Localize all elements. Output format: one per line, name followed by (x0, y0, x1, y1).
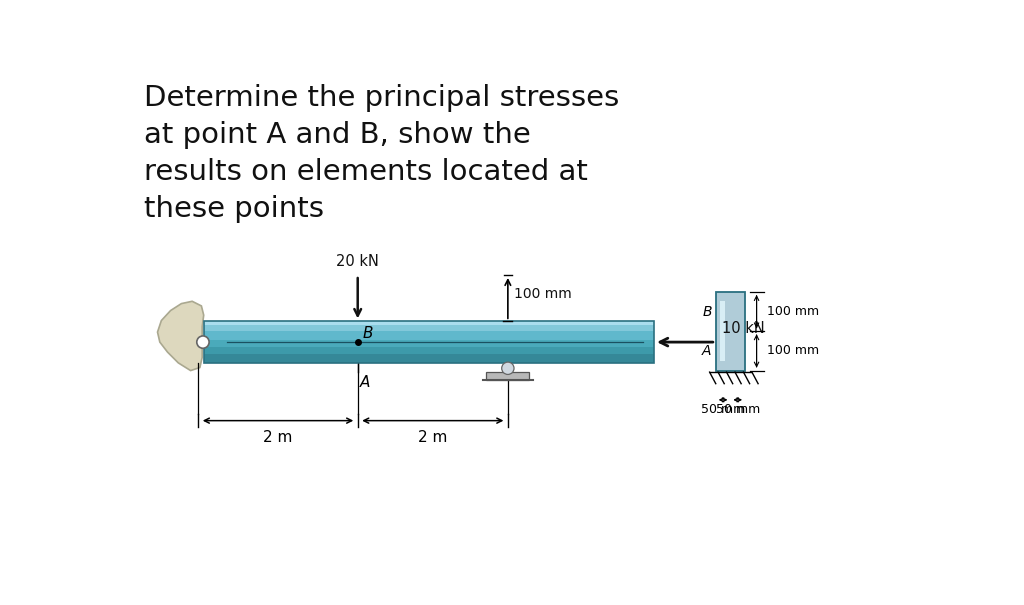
Bar (204, 332, 654, 334)
Bar (204, 347, 654, 348)
Text: $\it{B}$: $\it{B}$ (702, 305, 713, 319)
Bar (204, 338, 654, 339)
Bar (720, 301, 725, 361)
Bar (204, 332, 654, 333)
Bar (204, 322, 654, 324)
Text: $\it{A}$: $\it{A}$ (701, 344, 713, 358)
Bar (204, 361, 654, 362)
Bar (204, 335, 654, 336)
Bar (204, 358, 654, 360)
Bar (204, 324, 654, 325)
Bar (204, 329, 654, 331)
Circle shape (502, 362, 514, 374)
Bar (204, 328, 654, 330)
Text: 100 mm: 100 mm (767, 305, 819, 318)
Bar (204, 348, 654, 349)
Bar (204, 354, 654, 356)
Bar (204, 346, 654, 347)
Bar (204, 351, 654, 353)
Bar (204, 326, 654, 327)
Text: Determine the principal stresses
at point A and B, show the
results on elements : Determine the principal stresses at poin… (144, 84, 620, 223)
Text: 2 m: 2 m (418, 430, 447, 445)
Bar (204, 333, 654, 335)
Bar (204, 358, 654, 359)
Bar (204, 353, 654, 355)
Bar (204, 356, 654, 358)
Bar (204, 355, 654, 357)
Text: 50 mm: 50 mm (701, 403, 745, 416)
Bar (204, 350, 654, 352)
Bar (204, 342, 654, 343)
Bar (204, 344, 654, 345)
Text: 100 mm: 100 mm (767, 344, 819, 358)
Text: 50 mm: 50 mm (716, 403, 760, 416)
Bar (204, 321, 654, 363)
Bar (204, 341, 654, 342)
Bar (204, 339, 654, 340)
Text: 10 kN: 10 kN (722, 321, 765, 336)
Bar (204, 352, 654, 353)
Bar (716, 292, 745, 371)
Bar (204, 339, 654, 341)
Text: $\it{B}$: $\it{B}$ (362, 324, 374, 341)
Bar (204, 336, 654, 338)
Bar (204, 323, 654, 324)
Polygon shape (158, 301, 204, 371)
Bar (204, 359, 654, 361)
Text: 100 mm: 100 mm (514, 287, 571, 301)
Bar (204, 327, 654, 329)
Circle shape (197, 336, 209, 348)
Bar (204, 321, 654, 322)
Text: 2 m: 2 m (263, 430, 293, 445)
Text: 20 kN: 20 kN (336, 254, 379, 269)
Bar (204, 336, 654, 337)
Bar (204, 343, 654, 344)
Bar (204, 325, 654, 327)
Bar (204, 361, 654, 363)
Bar (486, 372, 529, 380)
Bar (204, 330, 654, 332)
Text: $\it{A}$: $\it{A}$ (359, 374, 372, 390)
Bar (204, 345, 654, 346)
Bar (204, 349, 654, 350)
